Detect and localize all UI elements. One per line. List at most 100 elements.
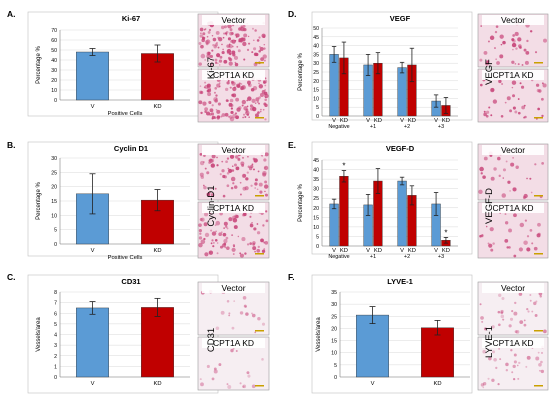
photo-kd-stain-spot xyxy=(200,239,206,245)
photo-vector-stain-spot xyxy=(229,28,233,32)
photo-vector-stain-spot xyxy=(243,304,247,308)
photo-kd-stain-spot xyxy=(224,112,229,117)
photo-kd: CPT1A KD xyxy=(197,68,270,123)
photo-kd-stain-spot xyxy=(259,92,264,97)
photo-vector-stain-spot xyxy=(261,322,266,326)
photo-kd-stain-spot xyxy=(249,242,253,245)
photo-kd-stain-spot xyxy=(497,383,500,386)
photo-vector-stain-spot xyxy=(495,25,499,28)
photo-vector-stain-spot xyxy=(231,326,235,330)
photo-kd-caption: CPT1A KD xyxy=(492,203,533,213)
photo-vector-stain-spot xyxy=(211,35,214,37)
photo-vector-stain-spot xyxy=(239,39,243,43)
photo-kd-stain-spot xyxy=(234,112,238,115)
photo-vector-stain-spot xyxy=(207,51,211,56)
photo-kd-stain-spot xyxy=(218,82,221,85)
y-tick-label: 4 xyxy=(54,333,57,339)
panel-f: F. LYVE-1 0 5 10 15 20 25 30 35 Vessels/area V KD Vec… xyxy=(288,272,549,394)
photo-kd-stain-spot xyxy=(512,364,516,369)
photo-kd-scale-bar xyxy=(534,117,543,119)
photo-vector-stain-spot xyxy=(228,314,231,317)
photo-kd-stain-spot xyxy=(258,96,261,99)
photo-kd-stain-spot xyxy=(540,360,543,364)
photo-kd-stain-spot xyxy=(537,107,540,111)
photo-kd-stain-spot xyxy=(213,91,216,94)
photo-kd-stain-spot xyxy=(248,83,252,88)
photo-kd-stain-spot xyxy=(248,116,250,118)
photo-vector-stain-spot xyxy=(264,152,269,157)
bar-kd xyxy=(141,307,174,378)
y-axis-label: Vessels/area xyxy=(36,317,42,352)
photo-kd-stain-spot xyxy=(529,229,533,232)
photo-vector-stain-spot xyxy=(216,53,221,58)
photo-vector-stain-spot xyxy=(226,184,230,188)
photo-vector-stain-spot xyxy=(515,329,520,334)
photo-vector-stain-spot xyxy=(498,174,501,177)
photo-kd-stain-spot xyxy=(490,248,494,252)
photo-kd-stain-spot xyxy=(482,386,485,389)
photo-kd-stain-spot xyxy=(482,349,486,354)
photo-vector-stain-spot xyxy=(228,45,231,47)
photo-vector-stain-spot xyxy=(505,160,508,163)
photo-vector-caption-bg xyxy=(202,283,265,293)
photo-kd-stain-spot xyxy=(223,221,228,226)
photo-vector-stain-spot xyxy=(202,161,205,163)
photo-vector-stain-spot xyxy=(232,182,235,185)
photo-kd-stain-spot xyxy=(508,228,512,233)
significance-asterisk: * xyxy=(342,162,345,171)
photo-vector-stain-spot xyxy=(226,157,230,160)
chart-title: Cyclin D1 xyxy=(114,144,148,153)
photo-vector-stain-spot xyxy=(259,46,261,48)
photo-kd-stain-spot xyxy=(229,86,232,89)
y-tick-label: 0 xyxy=(316,114,319,120)
y-axis-label: Percentage % xyxy=(298,183,304,221)
photo-kd-stain-spot xyxy=(513,254,517,258)
photo-kd-stain-spot xyxy=(504,238,509,243)
photo-vector-stain-spot xyxy=(511,42,517,48)
photo-kd-stain-spot xyxy=(498,347,500,350)
photo-kd-stain-spot xyxy=(492,99,498,104)
bar-v xyxy=(397,67,407,117)
photo-vector-stain-spot xyxy=(205,40,209,44)
pair-label: KD xyxy=(408,118,416,124)
bar-v xyxy=(76,51,109,101)
photo-vector-stain-spot xyxy=(543,329,547,334)
photo-vector-stain-spot xyxy=(209,54,214,59)
photo-vector-stain-spot xyxy=(514,301,517,305)
bar-v xyxy=(329,54,339,117)
photo-vector-stain-spot xyxy=(263,59,266,62)
photo-kd-stain-spot xyxy=(255,97,260,102)
photo-kd-caption-bg xyxy=(202,338,265,348)
photo-vector-stain-spot xyxy=(251,163,254,166)
y-tick-label: 3 xyxy=(54,343,57,349)
y-tick-label: 5 xyxy=(316,105,319,111)
photo-vector-stain-spot xyxy=(228,57,233,62)
photo-kd-stain-spot xyxy=(509,109,512,113)
photo-vector-stain-spot xyxy=(264,190,266,193)
photo-kd-stain-spot xyxy=(510,349,513,352)
photo-vector-stain-spot xyxy=(480,316,484,320)
photo-vector-stain-spot xyxy=(509,190,511,192)
photo-vector-stain-spot xyxy=(198,62,202,66)
category-label: V xyxy=(371,381,375,387)
photo-vector-stain-spot xyxy=(499,34,504,39)
category-label: V xyxy=(91,104,95,110)
photo-vector-stain-spot xyxy=(512,187,517,192)
photo-vector-stain-spot xyxy=(205,42,209,46)
photo-vector-stain-spot xyxy=(202,184,205,187)
photo-vector-stain-spot xyxy=(222,36,225,39)
photo-kd-stain-spot xyxy=(513,213,517,218)
photo-kd-stain-spot xyxy=(213,97,218,102)
photo-kd-stain-spot xyxy=(235,97,240,102)
photo-vector-stain-spot xyxy=(481,320,484,323)
photo-vector-stain-spot xyxy=(500,311,504,315)
y-tick-label: 45 xyxy=(313,35,319,41)
photo-vector-stain-spot xyxy=(222,48,224,51)
photo-kd-stain-spot xyxy=(486,110,490,114)
photo-kd-stain-spot xyxy=(212,241,215,244)
photo-kd-stain-spot xyxy=(521,105,526,110)
pair-label: V xyxy=(366,248,370,254)
photo-vector-stain-spot xyxy=(231,165,234,168)
photo-vector-caption-bg xyxy=(482,145,544,155)
photo-kd-stain-spot xyxy=(495,366,498,370)
